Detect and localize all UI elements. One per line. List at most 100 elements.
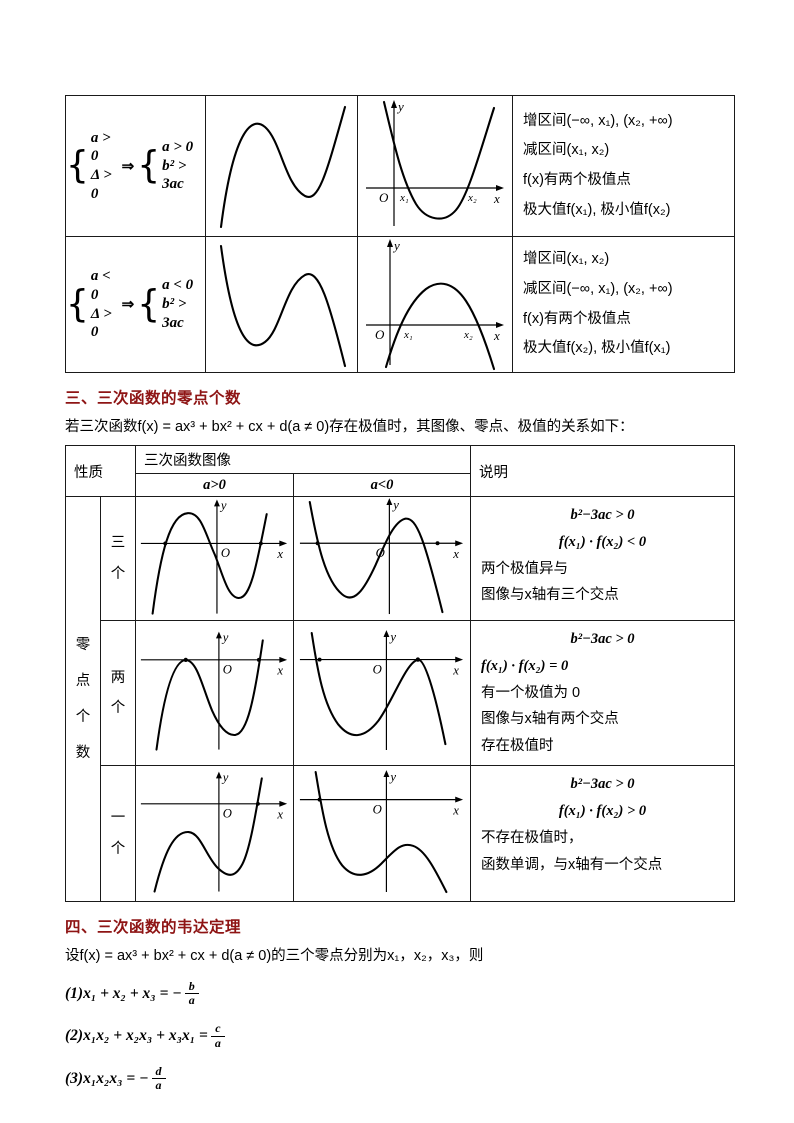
table-row-two-zeros: 两个 O y x — [66, 619, 735, 767]
implies-arrow: ⇒ — [121, 158, 135, 175]
y-axis-arrow — [383, 769, 390, 777]
fraction-numerator: c — [211, 1022, 225, 1037]
table-row-one-zero: 一个 O y x — [66, 765, 735, 903]
condition-formula: { a > 0 Δ > 0 ⇒ { a > 0 b² > 3ac — [66, 129, 205, 204]
condition-line: a > 0 — [162, 138, 194, 155]
row-group-label-cell: 零点个数 — [65, 495, 101, 903]
origin-label: O — [222, 806, 231, 820]
condition-line: Δ > 0 — [90, 167, 112, 202]
zeros-count-table: 性质 三次函数图像 说明 a>0 a<0 零点个数 三个 — [65, 445, 735, 903]
a-positive-header: a>0 — [135, 473, 294, 497]
x-label: x — [276, 807, 283, 821]
notes-cell: 增区间(−∞, x₁), (x₂, +∞) 减区间(x₁, x₂) f(x)有两… — [512, 95, 735, 237]
y-axis-arrow — [215, 771, 222, 778]
cubic-figure: O y x — [140, 770, 287, 893]
origin-label: O — [222, 663, 231, 677]
y-axis-arrow — [213, 499, 220, 506]
fraction: b a — [184, 979, 199, 1008]
formula-lhs: (1)x₁ + x₂ + x₃ = − — [65, 984, 182, 1002]
left-brace: { — [66, 143, 89, 187]
x-label: x — [452, 663, 459, 677]
implies-arrow: ⇒ — [121, 297, 135, 313]
three-zeros-a-positive-graph: O y x — [135, 496, 294, 621]
root-dot — [255, 801, 260, 806]
x2-label: x₂ — [467, 192, 477, 204]
condition-cell: { a > 0 Δ > 0 ⇒ { a > 0 b² > 3ac — [65, 95, 206, 237]
x-label: x — [276, 547, 283, 561]
x-axis-arrow — [278, 656, 287, 663]
x-label: x — [452, 803, 459, 817]
explain-header: 说明 — [470, 445, 735, 497]
y-label: y — [220, 770, 228, 784]
cubic-figure: O y x — [299, 498, 464, 614]
y-label: y — [396, 99, 404, 114]
x-axis-arrow — [496, 322, 504, 328]
note-line: 增区间(x₁, x₂) — [523, 251, 610, 268]
vieta-formula-2: (2)x₁x₂ + x₂x₃ + x₃x₁ = c a — [65, 1022, 735, 1049]
left-brace: { — [137, 282, 161, 326]
derivative-parabola-up-graph: O y x x₁ x₂ — [357, 95, 513, 237]
x-axis-arrow — [278, 800, 287, 807]
explain-cell: b²−3ac > 0 f(x₁) · f(x₂) = 0 有一个极值为 0 图像… — [470, 619, 735, 767]
explain-line: 两个极值异与 — [481, 560, 568, 577]
cubic-figure: O y x — [299, 630, 464, 751]
x-label: x — [276, 664, 283, 678]
y-label: y — [220, 630, 228, 644]
root-dot — [317, 657, 322, 662]
fraction-numerator: d — [151, 1064, 166, 1079]
condition-line: b² > 3ac — [162, 296, 187, 331]
tangent-dot — [183, 657, 188, 663]
fraction: c a — [211, 1022, 225, 1049]
note-line: 减区间(x₁, x₂) — [523, 142, 610, 159]
origin-label: O — [220, 546, 229, 560]
section3-intro: 若三次函数f(x) = ax³ + bx² + cx + d(a ≠ 0)存在极… — [65, 419, 634, 435]
explain-line: 不存在极值时， — [481, 829, 583, 846]
table-header-row: 性质 三次函数图像 说明 — [65, 445, 735, 497]
note-line: 增区间(−∞, x₁), (x₂, +∞) — [523, 112, 673, 129]
section4-intro: 设f(x) = ax³ + bx² + cx + d(a ≠ 0)的三个零点分别… — [65, 948, 484, 965]
y-axis-arrow — [391, 100, 397, 108]
x-label: x — [452, 547, 459, 561]
y-axis-arrow — [383, 630, 390, 638]
count-cell: 两个 — [100, 619, 136, 767]
y-label: y — [391, 498, 399, 512]
root-dot — [315, 540, 320, 545]
fraction-denominator: a — [188, 993, 195, 1008]
left-brace: { — [66, 282, 89, 326]
explain-line: b²−3ac > 0 — [570, 776, 635, 793]
fraction-denominator: a — [214, 1035, 221, 1050]
vieta-formula-3: (3)x₁x₂x₃ = − d a — [65, 1064, 735, 1092]
cubic-curve-figure — [219, 244, 346, 367]
explain-line: b²−3ac > 0 — [570, 631, 635, 647]
y-axis-arrow — [215, 631, 222, 639]
fraction-denominator: a — [155, 1078, 162, 1092]
one-zero-a-positive-graph: O y x — [135, 765, 294, 903]
x1-label: x₁ — [399, 192, 409, 204]
explain-cell: b²−3ac > 0 f(x₁) · f(x₂) > 0 不存在极值时， 函数单… — [470, 765, 735, 903]
explain-line: b²−3ac > 0 — [570, 507, 635, 523]
condition-line: a < 0 — [162, 277, 194, 294]
explain-line: f(x₁) · f(x₂) = 0 — [481, 657, 569, 674]
a-negative-header: a<0 — [293, 473, 471, 497]
fraction-numerator: b — [184, 979, 199, 995]
count-label: 两个 — [110, 669, 126, 717]
origin-label: O — [375, 327, 385, 342]
x-label: x — [493, 328, 500, 343]
root-dot — [256, 657, 261, 662]
count-cell: 三个 — [100, 496, 136, 621]
graphs-header: 三次函数图像 — [135, 445, 471, 474]
condition-line: b² > 3ac — [162, 157, 187, 193]
document-page: { a > 0 Δ > 0 ⇒ { a > 0 b² > 3ac — [65, 95, 735, 1107]
x1-label: x₁ — [403, 329, 413, 341]
three-zeros-a-negative-graph: O y x — [293, 496, 471, 621]
root-dot — [162, 540, 167, 545]
two-zeros-a-positive-graph: O y x — [135, 619, 294, 767]
fraction: d a — [151, 1064, 166, 1092]
x-axis-arrow — [455, 539, 464, 546]
root-dot — [317, 797, 322, 802]
note-line: 减区间(−∞, x₁), (x₂, +∞) — [523, 280, 673, 297]
property-header: 性质 — [65, 445, 136, 497]
parabola-figure: O y x x₁ x₂ — [366, 238, 504, 371]
table-row-three-zeros: 零点个数 三个 O y x — [65, 495, 735, 903]
origin-label: O — [373, 802, 382, 816]
